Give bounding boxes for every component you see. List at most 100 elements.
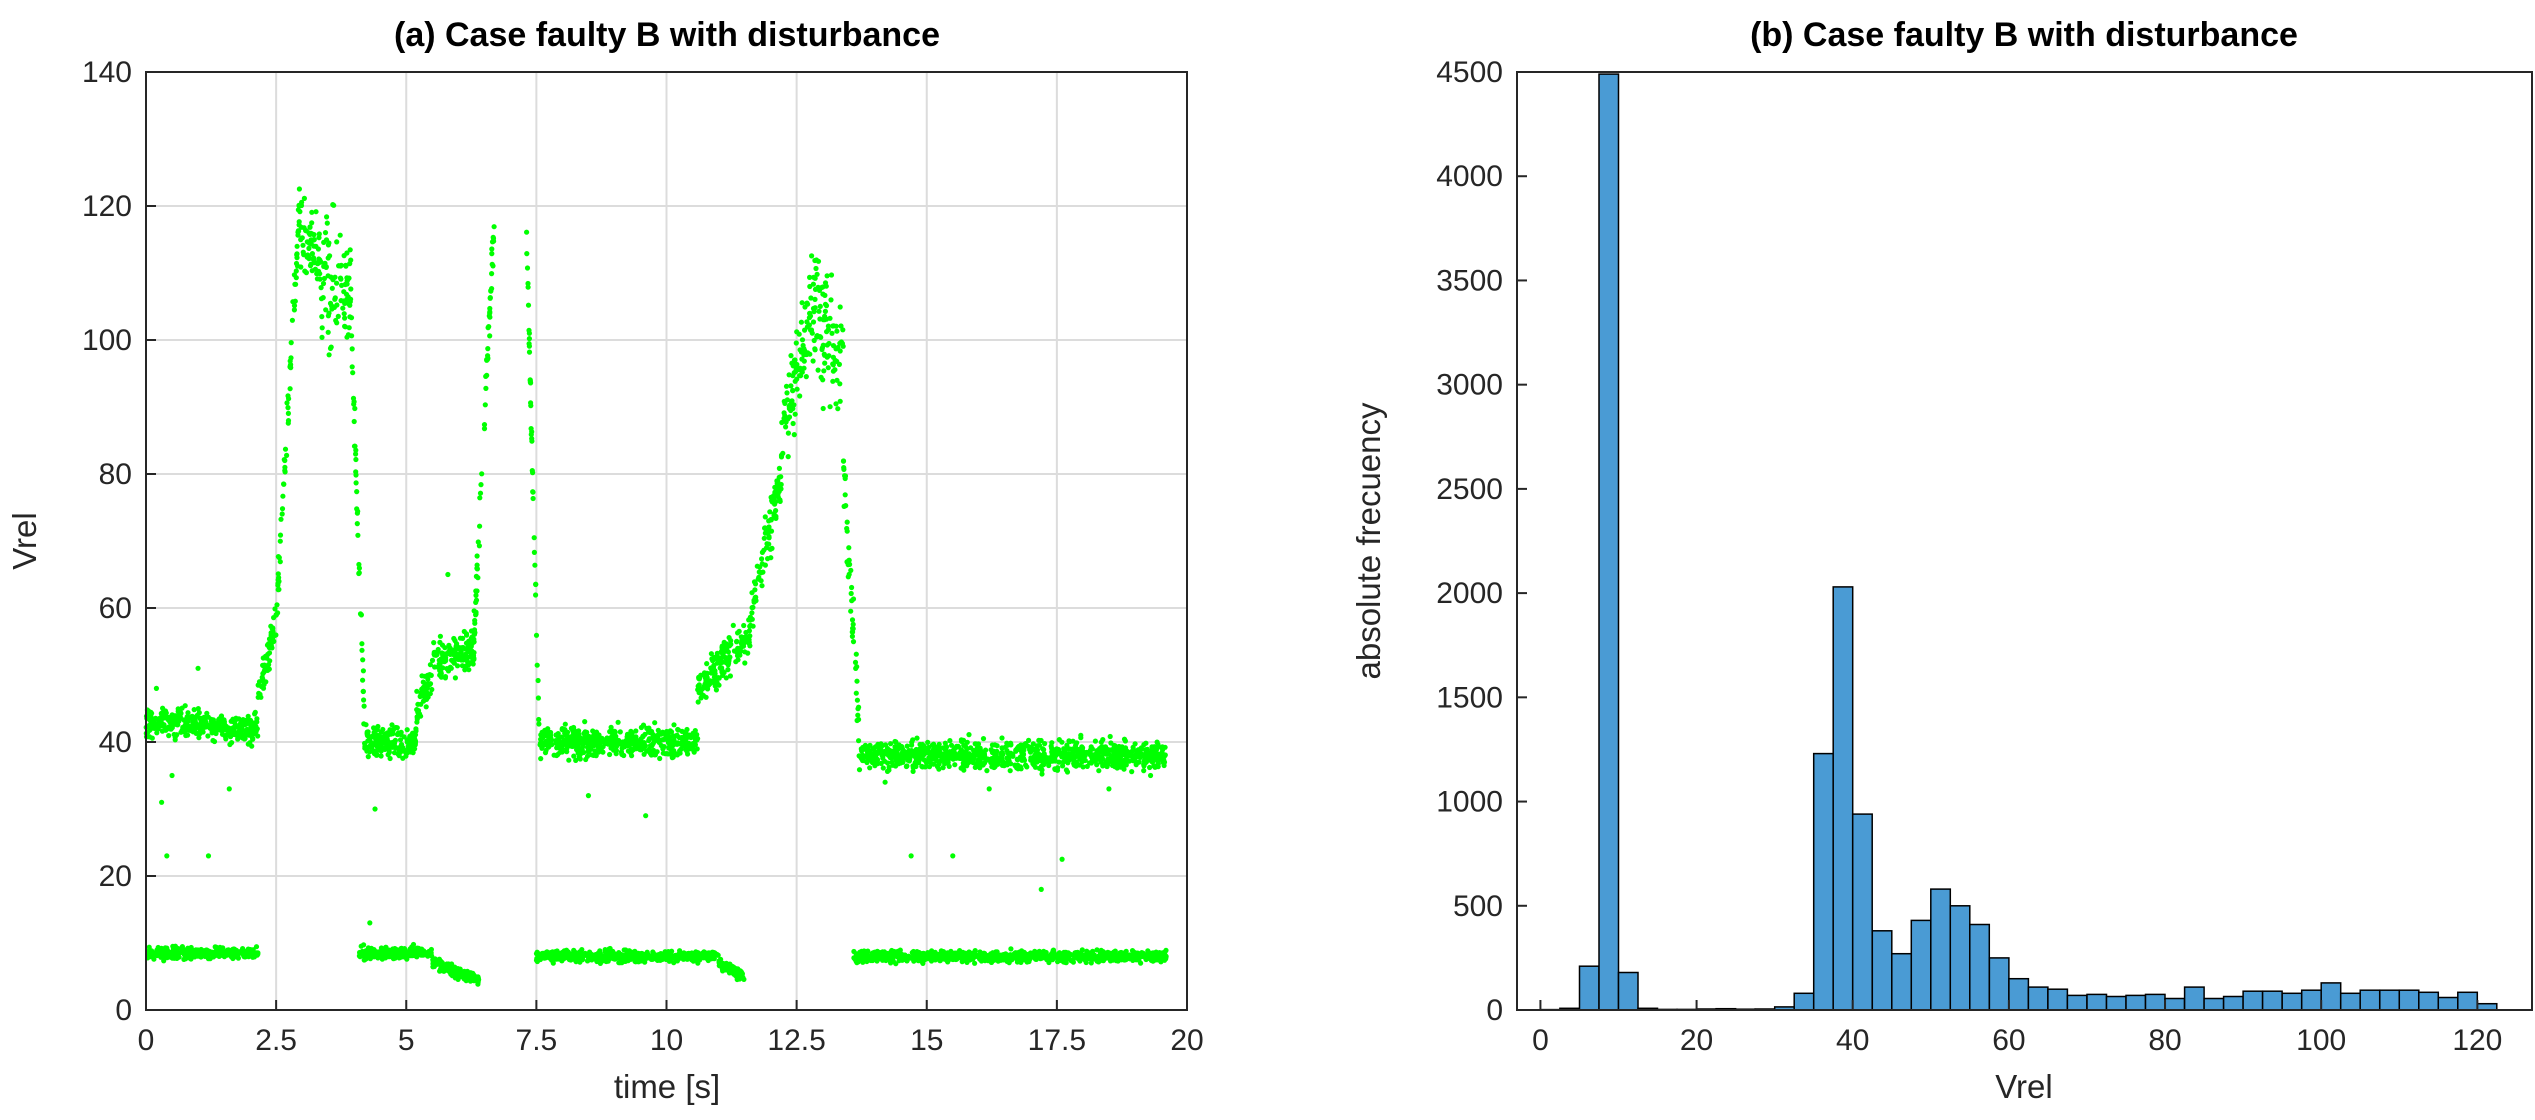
data-point — [807, 351, 813, 357]
data-point — [849, 633, 856, 640]
data-point — [273, 612, 279, 618]
data-point — [1029, 747, 1035, 754]
data-point — [383, 741, 389, 747]
data-point — [825, 365, 831, 371]
data-point — [1009, 751, 1015, 758]
data-point — [625, 736, 631, 742]
data-point — [531, 549, 538, 556]
data-point — [319, 314, 325, 320]
data-point — [823, 283, 829, 289]
data-point — [204, 710, 210, 716]
data-point — [328, 344, 334, 350]
data-point — [342, 324, 348, 330]
data-point — [913, 750, 919, 756]
data-point — [1092, 752, 1098, 758]
data-point — [827, 404, 833, 410]
data-point — [1117, 757, 1123, 763]
data-point — [792, 411, 798, 417]
data-point — [973, 741, 979, 747]
data-point — [531, 535, 537, 541]
data-point — [357, 949, 363, 956]
data-point — [631, 951, 637, 957]
data-point — [756, 574, 762, 580]
data-point — [1008, 946, 1014, 952]
data-point — [1077, 751, 1084, 757]
data-point — [812, 296, 818, 302]
data-point — [289, 317, 295, 323]
data-point — [766, 524, 772, 530]
data-point — [345, 294, 351, 300]
data-point — [309, 209, 315, 215]
data-point — [474, 553, 480, 559]
data-point — [655, 957, 661, 964]
data-point — [984, 768, 990, 774]
data-point — [610, 948, 616, 954]
data-point — [771, 493, 777, 499]
data-point — [793, 362, 799, 368]
data-point — [649, 743, 655, 749]
data-point — [825, 323, 832, 329]
data-point — [810, 281, 817, 287]
data-point — [686, 955, 693, 961]
data-point — [323, 307, 329, 313]
data-point — [343, 263, 349, 269]
data-point — [472, 630, 478, 636]
data-point — [335, 313, 341, 319]
data-point — [799, 337, 806, 343]
data-point — [830, 343, 837, 349]
data-point — [743, 634, 749, 640]
data-point — [307, 224, 313, 230]
data-point — [822, 308, 829, 314]
data-point — [804, 300, 810, 306]
data-point — [352, 443, 358, 449]
data-point — [487, 333, 493, 339]
data-point — [746, 628, 753, 634]
data-point — [704, 661, 710, 667]
data-point — [528, 403, 534, 409]
data-point — [667, 728, 673, 734]
data-point — [1121, 747, 1127, 753]
data-point — [837, 381, 843, 387]
data-point — [730, 622, 736, 629]
data-point — [686, 732, 692, 738]
data-point — [1056, 737, 1062, 743]
data-point — [591, 752, 597, 759]
data-point — [301, 195, 307, 201]
data-point — [764, 541, 770, 547]
data-point — [747, 643, 753, 649]
data-point — [529, 468, 535, 474]
data-point — [774, 478, 780, 484]
data-point — [390, 739, 396, 745]
data-point — [367, 749, 373, 755]
data-point — [739, 640, 745, 646]
data-point — [342, 315, 348, 321]
data-point — [669, 755, 675, 761]
data-point — [850, 621, 856, 628]
data-point — [582, 950, 588, 956]
data-point — [728, 964, 734, 971]
data-point — [981, 755, 987, 761]
data-point — [963, 744, 969, 750]
data-point — [576, 728, 582, 734]
data-point — [473, 609, 479, 615]
data-point — [489, 271, 495, 277]
data-point — [563, 947, 570, 953]
data-point — [553, 738, 559, 744]
data-point — [933, 757, 940, 764]
data-point — [563, 730, 569, 736]
data-point — [619, 745, 625, 751]
data-point — [308, 230, 314, 236]
data-point — [195, 706, 201, 712]
data-point — [602, 740, 608, 747]
data-point — [321, 275, 327, 282]
data-point — [360, 688, 366, 695]
data-point — [287, 358, 293, 364]
data-point — [698, 695, 704, 701]
data-point — [854, 717, 860, 724]
data-point — [896, 759, 902, 765]
data-point — [784, 390, 790, 396]
data-point — [899, 743, 905, 750]
data-point — [1004, 759, 1011, 765]
data-point — [733, 969, 739, 975]
data-point — [767, 509, 773, 515]
